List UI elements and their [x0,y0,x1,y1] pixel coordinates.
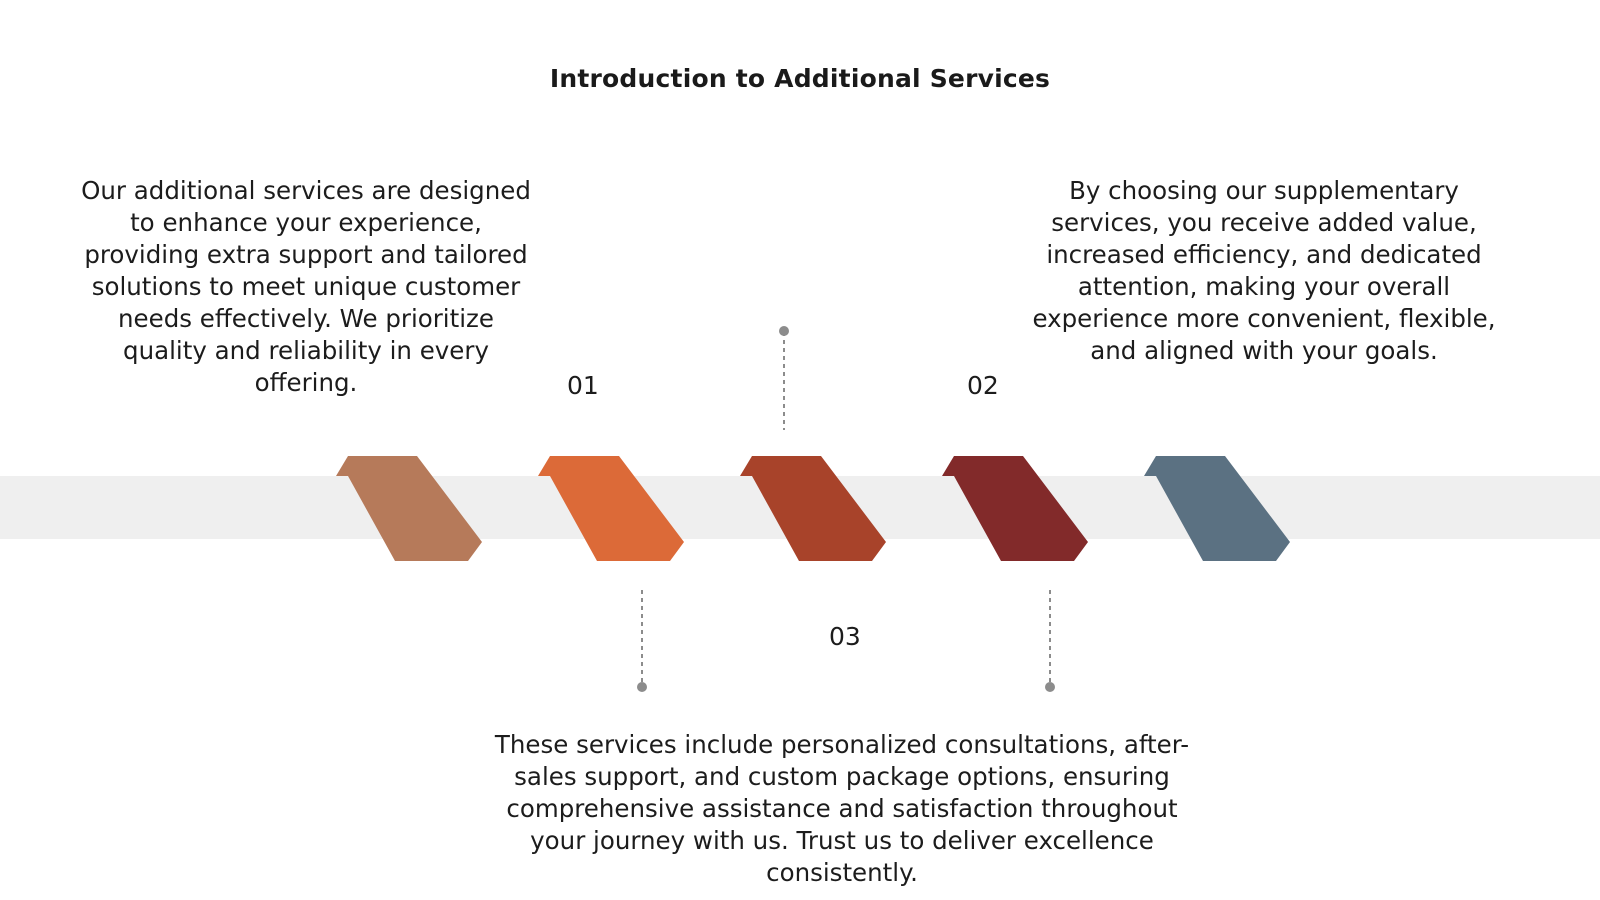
step-2-text: By choosing our supplementary services, … [1032,176,1496,365]
connector-bottom-right [1045,590,1055,692]
connector-bottom-left [637,590,647,692]
step-2-number: 02 [967,371,999,400]
step-1-text: Our additional services are designed to … [81,176,531,397]
arrow-segment-4 [942,456,1088,561]
slide-title: Introduction to Additional Services [549,64,1051,93]
arrow-segment-5 [1144,456,1290,561]
step-3-text: These services include personalized cons… [494,730,1190,887]
step-1-number: 01 [567,371,599,400]
connector-top [779,326,789,430]
arrow-segment-2 [538,456,684,561]
arrow-segment-1 [336,456,482,561]
arrow-segment-3 [740,456,886,561]
step-3-number: 03 [829,622,861,651]
